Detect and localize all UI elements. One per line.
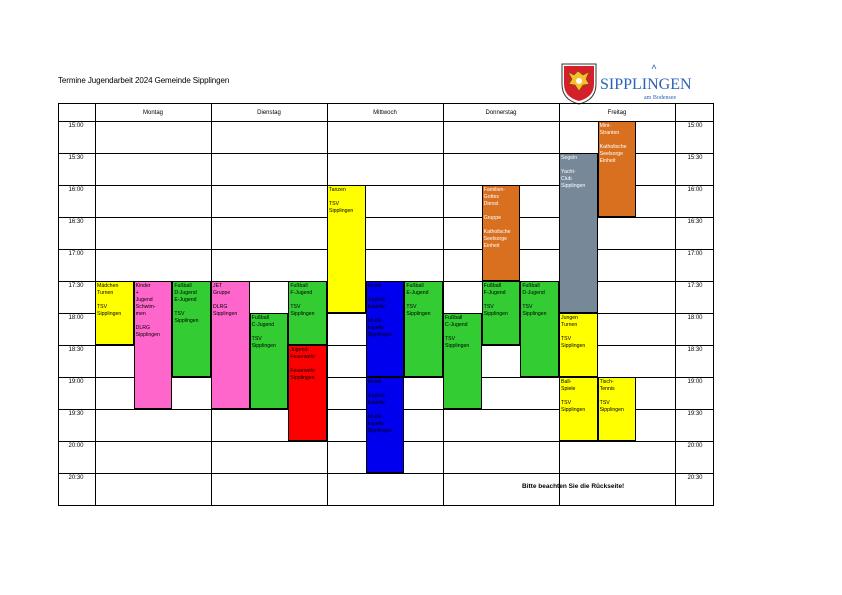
grid-row-line: [58, 217, 714, 218]
time-label-left: 15:30: [68, 155, 84, 161]
time-label-left: 19:00: [68, 379, 84, 385]
time-label-right: 15:00: [687, 123, 703, 129]
event-block: Tisch- Tennis TSV Sipplingen: [597, 377, 637, 441]
grid-row-line: [58, 249, 714, 250]
day-header-donnerstag: Donnerstag: [485, 110, 517, 116]
event-block: Familien- Gottes Dienst Gruppe Katholisc…: [481, 185, 521, 281]
event-block: Tanzen TSV Sipplingen: [327, 185, 366, 313]
day-header-montag: Montag: [142, 110, 163, 116]
event-block: Jungen Turnen TSV Sipplingen: [559, 313, 598, 377]
time-label-left: 17:00: [68, 251, 84, 257]
page-title: Termine Jugendarbeit 2024 Gemeinde Sippl…: [58, 76, 230, 85]
event-block: Segeln Yacht- Club Sipplingen: [559, 153, 598, 313]
time-label-right: 19:00: [687, 379, 703, 385]
time-label-left: 16:30: [68, 219, 84, 225]
time-label-right: 15:30: [687, 155, 703, 161]
time-label-right: 17:30: [687, 283, 703, 289]
event-block: Mädchen Turnen TSV Sipplingen: [95, 281, 134, 345]
time-label-right: 18:30: [687, 347, 703, 353]
event-block: Jugend- Feuerwehr Feuerwehr Sipplingen: [288, 345, 327, 441]
time-label-right: 16:30: [687, 219, 703, 225]
event-block: Fußball D-Jugend TSV Sipplingen: [520, 281, 559, 377]
grid-row-line: [58, 473, 714, 474]
footer-note: Bitte beachten Sie die Rückseite!: [522, 483, 625, 490]
logo-subtitle: am Bodensee: [644, 95, 676, 101]
event-block: Mini- Stranten Katholische Seelsorge Ein…: [597, 121, 637, 217]
grid-col-line: [675, 103, 676, 505]
event-block: Fußball F-Jugend TSV Sipplingen: [481, 281, 521, 345]
time-label-left: 15:00: [68, 123, 84, 129]
time-label-left: 16:00: [68, 187, 84, 193]
time-label-right: 20:00: [687, 443, 703, 449]
event-block: Fußball F-Jugend TSV Sipplingen: [288, 281, 327, 345]
grid-col-line: [58, 103, 59, 505]
event-block: Fußball C-Jugend TSV Sipplingen: [443, 313, 482, 409]
time-label-left: 18:30: [68, 347, 84, 353]
time-label-left: 19:30: [68, 411, 84, 417]
day-header-freitag: Freitag: [607, 110, 627, 116]
time-label-right: 20:30: [687, 475, 703, 481]
event-block: JET Gruppe DLRG Sipplingen: [211, 281, 250, 409]
event-block: Fußball C-Jugend TSV Sipplingen: [249, 313, 289, 409]
grid-col-line: [713, 103, 714, 505]
time-label-left: 18:00: [68, 315, 84, 321]
grid-row-line: [58, 153, 714, 154]
time-label-right: 16:00: [687, 187, 703, 193]
time-label-right: 18:00: [687, 315, 703, 321]
event-block: Fußball E-Jugend TSV Sipplingen: [404, 281, 443, 377]
grid-border-top: [58, 103, 714, 104]
day-header-mittwoch: Mittwoch: [373, 110, 397, 116]
time-label-left: 17:30: [68, 283, 84, 289]
event-block: Musik Jugend- Kapelle Musik- kapelle Sip…: [365, 281, 405, 377]
schedule-grid: Montag Dienstag Mittwoch Donnerstag Freitag 1…: [58, 0, 714, 595]
coat-of-arms-icon: [561, 63, 597, 105]
time-label-right: 19:30: [687, 411, 703, 417]
grid-header-line: [58, 121, 714, 122]
event-block: Fußball D-Jugend E-Jugend TSV Sipplingen: [172, 281, 211, 377]
grid-col-line: [443, 103, 444, 505]
time-label-left: 20:30: [68, 475, 84, 481]
event-block: Kinder + Jugend Schwim- men DLRG Sipplin…: [133, 281, 173, 409]
day-header-dienstag: Dienstag: [257, 110, 281, 116]
grid-row-line: [58, 185, 714, 186]
event-block: Musik Jugend Kapelle Musik- kapelle Sipp…: [365, 377, 405, 473]
time-label-right: 17:00: [687, 251, 703, 257]
time-label-left: 20:00: [68, 443, 84, 449]
municipality-logo: SIPPLINGEN am Bodensee: [561, 63, 692, 105]
grid-row-line: [58, 505, 714, 506]
logo-wordmark: SIPPLINGEN: [600, 76, 692, 93]
event-block: Ball- Spiele TSV Sipplingen: [559, 377, 598, 441]
